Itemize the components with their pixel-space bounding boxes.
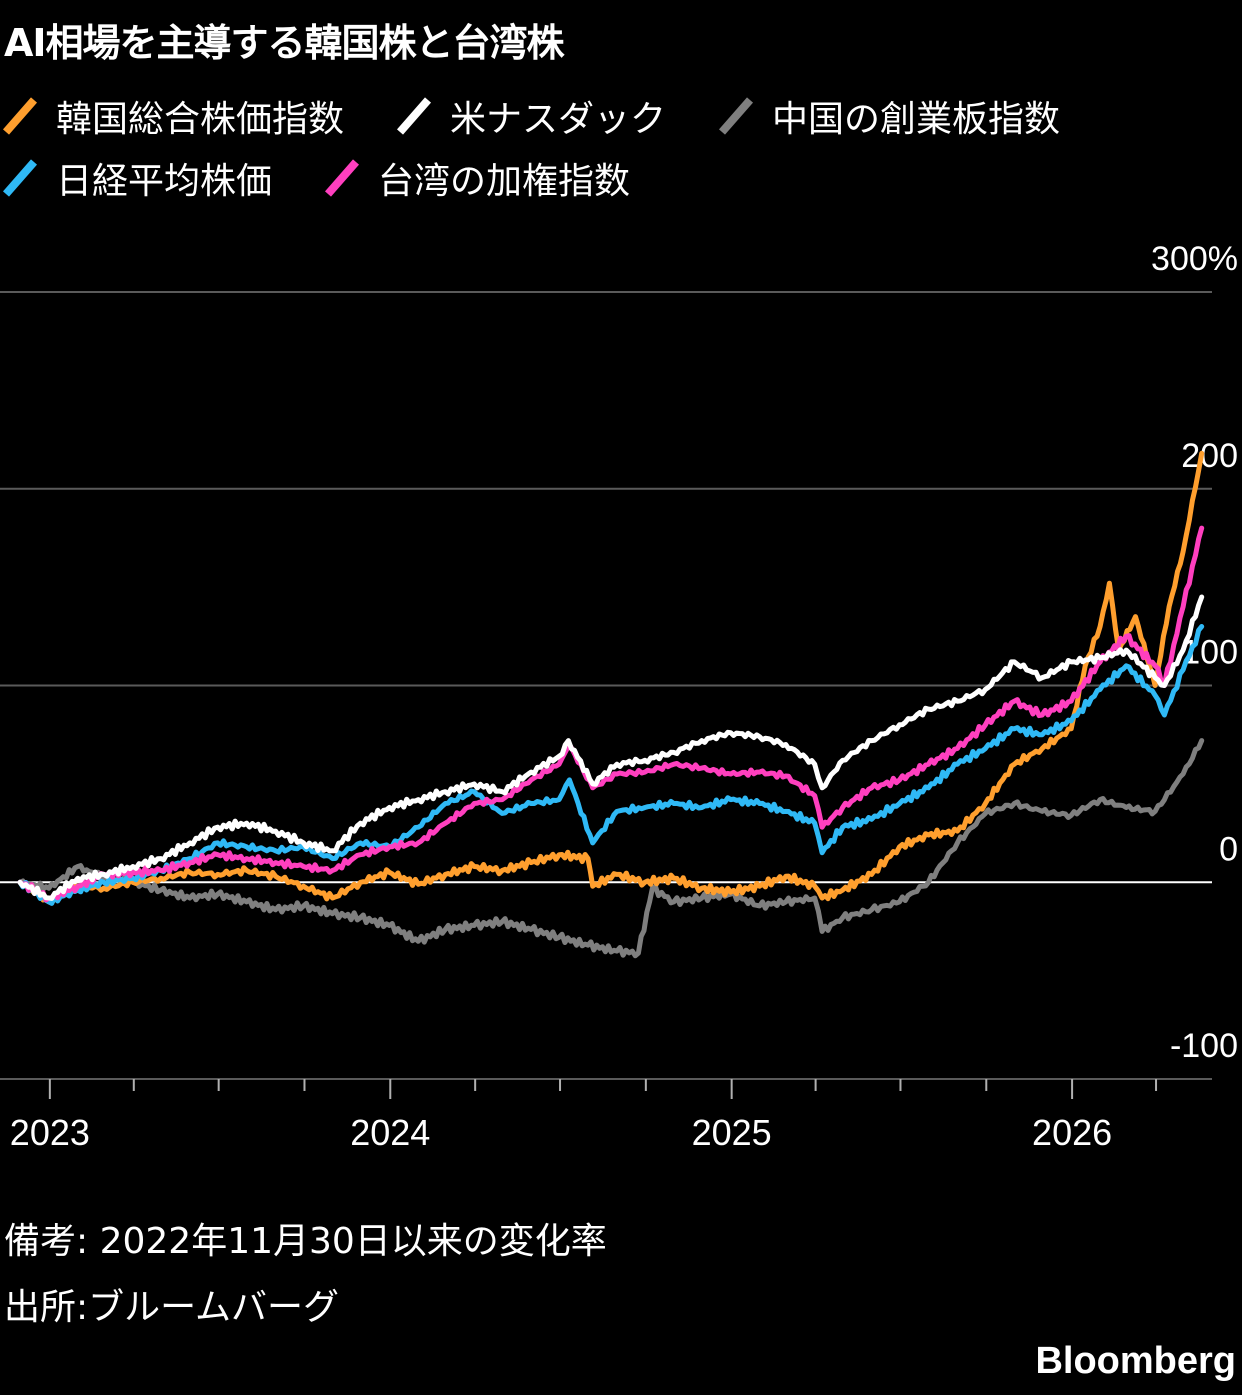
series-line-4 bbox=[17, 594, 1205, 901]
legend-label-nikkei: 日経平均株価 bbox=[56, 161, 273, 202]
series-line-3 bbox=[17, 525, 1205, 903]
legend-label-taiex: 台湾の加権指数 bbox=[378, 161, 631, 202]
bloomberg-logo: Bloomberg bbox=[1035, 1340, 1236, 1382]
x-tick-label: 2026 bbox=[1032, 1112, 1112, 1153]
legend-item-nasdaq: 米ナスダック bbox=[394, 90, 666, 142]
legend-row-2: 日経平均株価 台湾の加権指数 bbox=[0, 152, 680, 204]
series-line-0 bbox=[17, 738, 1205, 959]
legend-swatch-kospi bbox=[2, 97, 38, 135]
x-axis: 2023 2024 2025 2026 bbox=[10, 1079, 1158, 1153]
series-line-2 bbox=[17, 624, 1205, 906]
x-tick-label: 2025 bbox=[692, 1112, 772, 1153]
x-tick-label: 2023 bbox=[10, 1112, 90, 1153]
legend-item-kospi: 韓国総合株価指数 bbox=[0, 90, 344, 142]
legend-swatch-nasdaq bbox=[397, 97, 432, 135]
grid-lines bbox=[0, 291, 1212, 1080]
legend-swatch-nikkei bbox=[2, 159, 38, 197]
y-tick-label: 200 bbox=[1181, 437, 1238, 475]
legend-swatch-taiex bbox=[325, 159, 360, 197]
chart-title: AI相場を主導する韓国株と台湾株 bbox=[4, 21, 565, 65]
chart-note: 備考: 2022年11月30日以来の変化率 bbox=[4, 1221, 607, 1262]
legend-item-nikkei: 日経平均株価 bbox=[0, 152, 272, 204]
y-tick-label: -100 bbox=[1170, 1027, 1238, 1065]
legend-item-chinext: 中国の創業板指数 bbox=[716, 90, 1060, 142]
series-lines bbox=[17, 450, 1205, 959]
legend-label-nasdaq: 米ナスダック bbox=[450, 99, 667, 140]
legend-label-chinext: 中国の創業板指数 bbox=[772, 99, 1061, 140]
series-line-1 bbox=[17, 450, 1205, 905]
legend-label-kospi: 韓国総合株価指数 bbox=[56, 99, 345, 140]
legend-swatch-chinext bbox=[719, 97, 754, 135]
legend-row-1: 韓国総合株価指数 米ナスダック 中国の創業板指数 bbox=[0, 90, 1110, 142]
legend-item-taiex: 台湾の加権指数 bbox=[322, 152, 630, 204]
y-tick-label: 0 bbox=[1219, 830, 1238, 868]
y-tick-label: 300% bbox=[1151, 240, 1238, 278]
x-tick-label: 2024 bbox=[350, 1112, 430, 1153]
chart-source: 出所:ブルームバーグ bbox=[4, 1287, 340, 1328]
